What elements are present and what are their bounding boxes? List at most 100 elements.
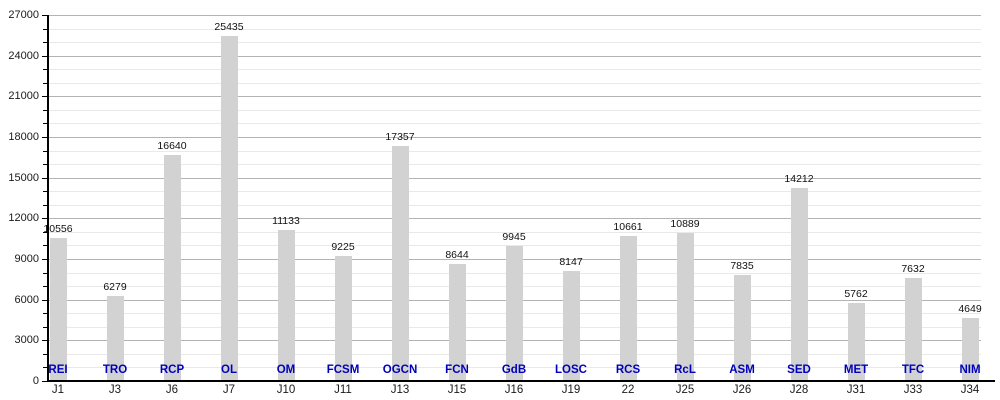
x-axis-tick-label: J16 <box>504 384 524 396</box>
gridline-minor <box>48 232 981 233</box>
bar-team-label: RCP <box>159 364 185 376</box>
gridline-major <box>48 218 981 219</box>
y-axis-tick-label: 24000 <box>8 50 39 62</box>
bar-team-label: OGCN <box>382 364 418 376</box>
bar <box>163 155 181 381</box>
y-axis-tick-label: 3000 <box>14 334 39 346</box>
x-axis-tick-label: J33 <box>903 384 923 396</box>
x-axis-tick-label: J25 <box>675 384 695 396</box>
x-axis-tick-label: J10 <box>276 384 296 396</box>
y-axis-minor-tick <box>43 69 47 70</box>
bar <box>847 303 865 381</box>
bar-team-label: SED <box>787 364 811 376</box>
gridline-minor <box>48 123 981 124</box>
bar-value-label: 16640 <box>157 140 187 152</box>
x-axis-tick-label: J1 <box>51 384 65 396</box>
gridline-minor <box>48 205 981 206</box>
bar-value-label: 11133 <box>272 215 300 227</box>
y-axis-minor-tick <box>43 245 47 246</box>
y-axis-minor-tick <box>43 110 47 111</box>
bar <box>619 236 637 381</box>
gridline-minor <box>48 42 981 43</box>
y-axis-minor-tick <box>43 29 47 30</box>
y-axis <box>47 15 49 382</box>
y-axis-tick-label: 21000 <box>8 90 39 102</box>
bar-team-label: ASM <box>729 364 755 376</box>
y-axis-minor-tick <box>43 273 47 274</box>
y-axis-minor-tick <box>43 151 47 152</box>
y-axis-tick-label: 6000 <box>14 294 39 306</box>
bar <box>220 36 238 381</box>
y-axis-major-tick <box>42 381 47 382</box>
y-axis-major-tick <box>42 259 47 260</box>
y-axis-major-tick <box>42 96 47 97</box>
y-axis-minor-tick <box>43 286 47 287</box>
y-axis-minor-tick <box>43 327 47 328</box>
gridline-major <box>48 56 981 57</box>
x-axis-tick-label: J3 <box>108 384 122 396</box>
bar-value-label: 9225 <box>331 241 355 253</box>
x-axis-tick-label: J11 <box>334 384 352 396</box>
y-axis-minor-tick <box>43 191 47 192</box>
x-axis-tick-label: J6 <box>165 384 179 396</box>
x-axis <box>48 380 995 382</box>
bar-team-label: OM <box>276 364 296 376</box>
bar-value-label: 14212 <box>784 173 814 185</box>
y-axis-major-tick <box>42 178 47 179</box>
bar-value-label: 8644 <box>445 249 469 261</box>
bar-value-label: 4649 <box>958 303 982 315</box>
y-axis-minor-tick <box>43 205 47 206</box>
bar-team-label: RcL <box>674 364 696 376</box>
y-axis-major-tick <box>42 218 47 219</box>
y-axis-major-tick <box>42 15 47 16</box>
x-axis-tick-label: J31 <box>846 384 866 396</box>
y-axis-minor-tick <box>43 164 47 165</box>
gridline-major <box>48 15 981 16</box>
y-axis-major-tick <box>42 56 47 57</box>
bar <box>49 238 67 381</box>
x-axis-tick-label: J13 <box>390 384 410 396</box>
bar <box>505 246 523 381</box>
bar-value-label: 10661 <box>613 221 643 233</box>
bar <box>961 318 979 381</box>
gridline-major <box>48 137 981 138</box>
y-axis-minor-tick <box>43 232 47 233</box>
y-axis-major-tick <box>42 340 47 341</box>
bar <box>391 146 409 381</box>
y-axis-minor-tick <box>43 313 47 314</box>
gridline-minor <box>48 29 981 30</box>
bar-team-label: FCSM <box>326 364 360 376</box>
bar-value-label: 8147 <box>559 256 583 268</box>
bar-team-label: NIM <box>959 364 981 376</box>
x-axis-tick-label: 22 <box>621 384 635 396</box>
y-axis-tick-label: 12000 <box>8 212 39 224</box>
bar <box>904 278 922 381</box>
bar <box>448 264 466 381</box>
bar-value-label: 5762 <box>844 288 868 300</box>
bar-team-label: RCS <box>615 364 641 376</box>
gridline-minor <box>48 151 981 152</box>
x-axis-tick-label: J34 <box>960 384 980 396</box>
bar-value-label: 6279 <box>103 281 127 293</box>
bar-team-label: MET <box>843 364 869 376</box>
bar <box>733 275 751 381</box>
gridline-minor <box>48 110 981 111</box>
x-axis-tick-label: J28 <box>789 384 809 396</box>
bar-team-label: TFC <box>901 364 925 376</box>
bar <box>790 188 808 381</box>
gridline-minor <box>48 83 981 84</box>
gridline-major <box>48 178 981 179</box>
bar-team-label: TRO <box>102 364 128 376</box>
y-axis-tick-label: 9000 <box>14 253 39 265</box>
bar-team-label: LOSC <box>555 364 587 376</box>
bar-value-label: 7835 <box>730 260 754 272</box>
y-axis-minor-tick <box>43 354 47 355</box>
x-axis-tick-label: J26 <box>732 384 752 396</box>
bar-value-label: 9945 <box>502 231 526 243</box>
y-axis-tick-label: 0 <box>32 375 39 387</box>
y-axis-minor-tick <box>43 367 47 368</box>
gridline-minor <box>48 164 981 165</box>
y-axis-minor-tick <box>43 123 47 124</box>
bar-value-label: 7632 <box>901 263 925 275</box>
